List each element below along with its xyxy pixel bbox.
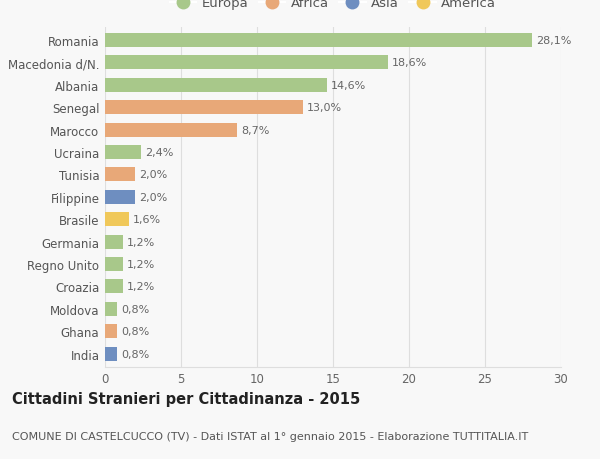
Text: 28,1%: 28,1% [536,36,571,46]
Text: 18,6%: 18,6% [392,58,427,68]
Text: 14,6%: 14,6% [331,81,366,90]
Text: 0,8%: 0,8% [121,326,149,336]
Text: 0,8%: 0,8% [121,349,149,359]
Text: 13,0%: 13,0% [307,103,341,113]
Bar [105,257,123,271]
Text: 2,0%: 2,0% [139,192,167,202]
Bar [105,78,327,93]
Bar [105,56,388,70]
Bar [105,190,136,204]
Text: 8,7%: 8,7% [241,125,269,135]
Bar [105,280,123,294]
Text: 2,0%: 2,0% [139,170,167,180]
Bar [105,123,237,137]
Text: 0,8%: 0,8% [121,304,149,314]
Text: 1,6%: 1,6% [133,215,161,225]
Text: 1,2%: 1,2% [127,282,155,292]
Text: Cittadini Stranieri per Cittadinanza - 2015: Cittadini Stranieri per Cittadinanza - 2… [12,391,360,406]
Bar [105,146,142,160]
Bar [105,34,532,48]
Bar [105,213,130,227]
Text: 1,2%: 1,2% [127,259,155,269]
Bar [105,302,117,316]
Text: 2,4%: 2,4% [145,148,173,158]
Text: COMUNE DI CASTELCUCCO (TV) - Dati ISTAT al 1° gennaio 2015 - Elaborazione TUTTIT: COMUNE DI CASTELCUCCO (TV) - Dati ISTAT … [12,431,528,441]
Bar [105,235,123,249]
Bar [105,168,136,182]
Bar [105,101,302,115]
Legend: Europa, Africa, Asia, America: Europa, Africa, Asia, America [166,0,500,14]
Text: 1,2%: 1,2% [127,237,155,247]
Bar [105,325,117,338]
Bar [105,347,117,361]
